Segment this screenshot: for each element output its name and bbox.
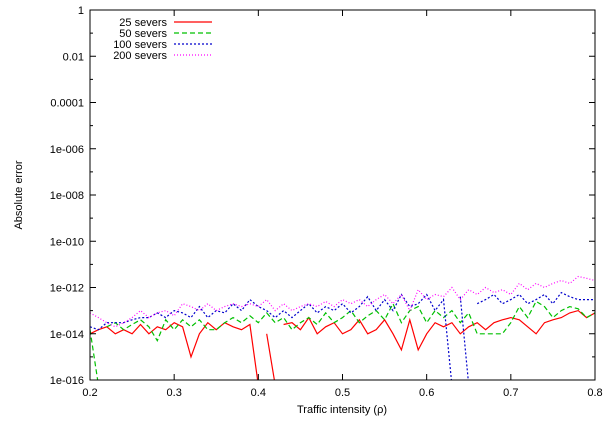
y-axis: 1e-016 1e-014 1e-012 1e-010 1e-008 1e-006 0.00…	[50, 5, 595, 387]
legend-label: 200 severs	[113, 50, 167, 62]
series-line-1	[90, 309, 595, 380]
y-axis-label: Absolute error	[13, 160, 25, 229]
y-tick-label: 1e-010	[50, 236, 84, 248]
x-tick-label: 0.5	[335, 387, 350, 399]
y-tick-label: 1e-016	[50, 375, 84, 387]
legend-label: 50 severs	[119, 28, 167, 40]
y-tick-label: 1e-008	[50, 190, 84, 202]
y-tick-label: 0.01	[63, 51, 84, 63]
x-tick-label: 0.7	[503, 387, 518, 399]
x-axis-label: Traffic intensity (ρ)	[297, 404, 387, 416]
series-line-2	[90, 300, 595, 380]
series-line-3	[90, 291, 595, 380]
series-layer	[90, 275, 595, 380]
y-tick-label: 1e-014	[50, 329, 84, 341]
x-tick-label: 0.2	[82, 387, 97, 399]
x-tick-label: 0.3	[167, 387, 182, 399]
y-tick-label: 1e-006	[50, 144, 84, 156]
y-tick-label: 1	[78, 5, 84, 17]
x-tick-label: 0.4	[251, 387, 266, 399]
y-tick-label: 0.0001	[50, 98, 84, 110]
x-axis: 0.2 0.3 0.4 0.5 0.6 0.7 0.8	[82, 10, 603, 399]
x-tick-label: 0.8	[587, 387, 602, 399]
legend-label: 25 severs	[119, 17, 167, 29]
legend-label: 100 severs	[113, 39, 167, 51]
x-tick-label: 0.6	[419, 387, 434, 399]
y-tick-label: 1e-012	[50, 283, 84, 295]
